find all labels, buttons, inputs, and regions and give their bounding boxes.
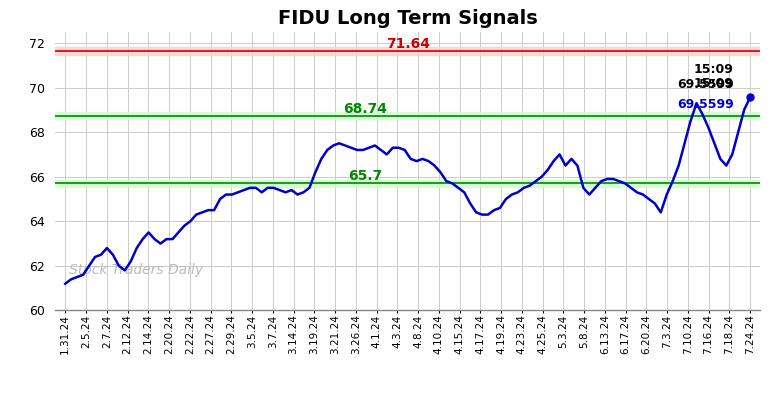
Point bbox=[744, 94, 757, 101]
Text: 69.5599: 69.5599 bbox=[677, 98, 734, 111]
Text: 15:09: 15:09 bbox=[694, 76, 734, 90]
Bar bbox=[55, 112, 760, 119]
Bar bbox=[55, 47, 760, 55]
Title: FIDU Long Term Signals: FIDU Long Term Signals bbox=[278, 8, 538, 27]
Text: 15:09
69.5599: 15:09 69.5599 bbox=[677, 63, 734, 92]
Text: 68.74: 68.74 bbox=[343, 101, 387, 116]
Text: 71.64: 71.64 bbox=[386, 37, 430, 51]
Bar bbox=[55, 180, 760, 187]
Text: Stock Traders Daily: Stock Traders Daily bbox=[69, 263, 203, 277]
Text: 65.7: 65.7 bbox=[348, 170, 383, 183]
